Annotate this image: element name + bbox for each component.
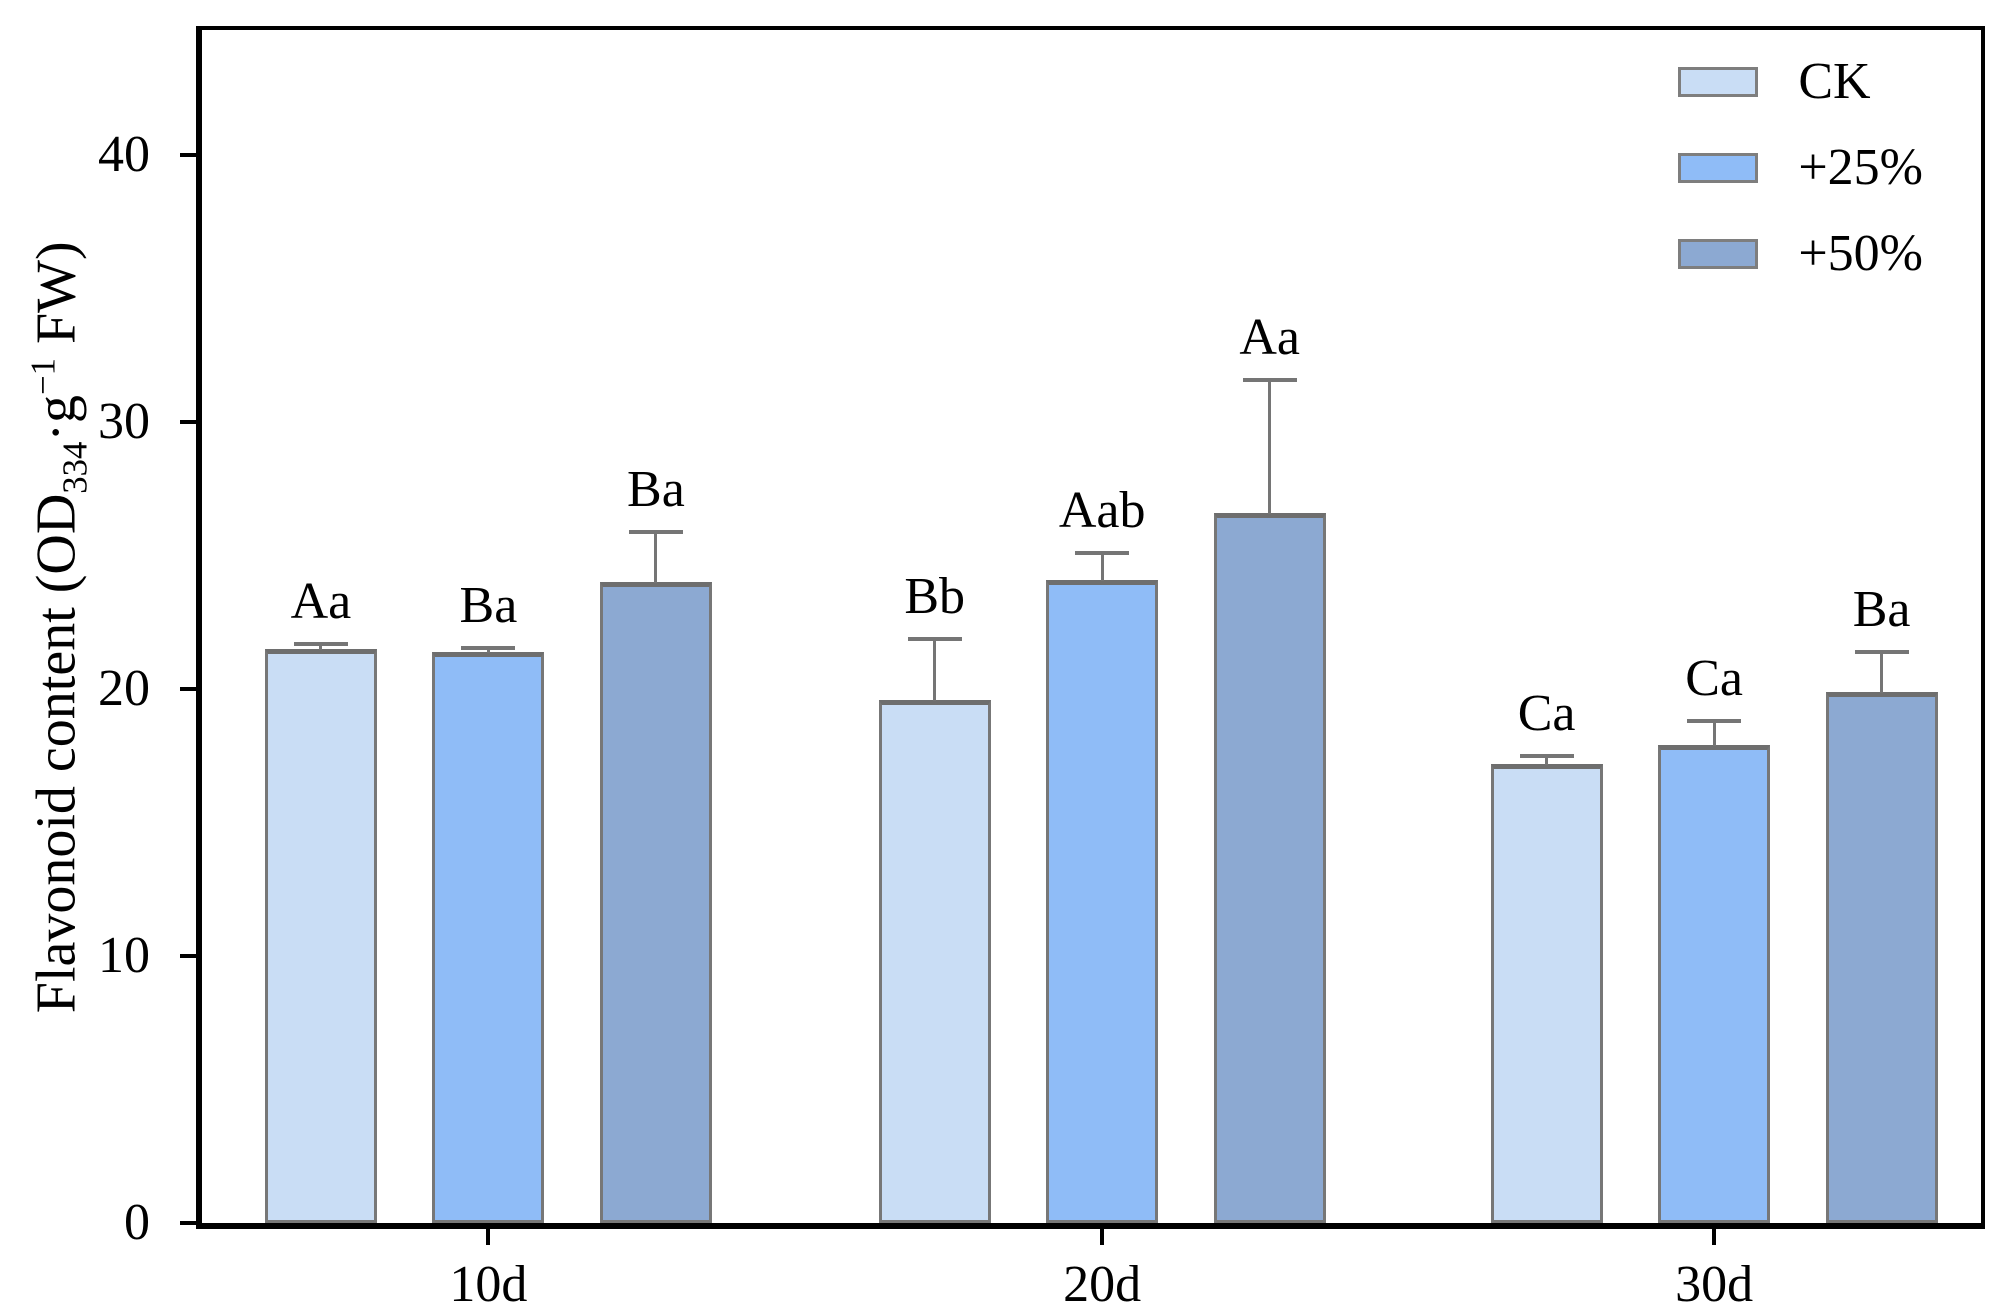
error-bar-stem-+25%-30d [1712, 721, 1716, 747]
y-axis-title-superscript: −1 [23, 358, 63, 396]
error-bar-stem-CK-30d [1545, 755, 1549, 765]
legend-swatch-ck [1678, 67, 1759, 97]
legend-swatch-plus50 [1678, 239, 1759, 269]
y-tick-40 [180, 153, 196, 158]
y-axis-title: Flavonoid content (OD334·g−1 FW) [0, 26, 120, 1229]
x-tick-10d [486, 1229, 491, 1245]
error-bar-cap-+50%-10d [628, 529, 683, 534]
plot-area: Aa Bb Ca Ba Aab Ca Ba Aa Ba CK +25% +50% [196, 26, 1985, 1229]
legend-label-plus50: +50% [1798, 225, 1923, 282]
significance-label-+50%-10d: Ba [627, 460, 685, 518]
significance-label-+25%-10d: Ba [459, 576, 518, 634]
y-tick-label-10: 10 [98, 927, 150, 985]
y-axis-title-text: Flavonoid content (OD334·g−1 FW) [23, 241, 95, 1014]
error-bar-stem-CK-20d [933, 638, 937, 701]
x-category-label-20d: 20d [1063, 1256, 1142, 1313]
error-bar-cap-+25%-10d [461, 645, 516, 650]
x-category-label-30d: 30d [1675, 1256, 1754, 1313]
legend-swatch-plus25 [1678, 153, 1759, 183]
bar-+25%-20d [1046, 579, 1159, 1223]
x-tick-30d [1712, 1229, 1717, 1245]
legend-row-ck: CK [1678, 56, 1923, 108]
legend: CK +25% +50% [1678, 56, 1923, 314]
significance-label-CK-30d: Ca [1517, 684, 1576, 742]
y-tick-20 [180, 687, 196, 692]
y-tick-10 [180, 954, 196, 959]
bar-+50%-30d [1825, 691, 1938, 1223]
significance-label-+25%-30d: Ca [1685, 650, 1744, 708]
bar-CK-10d [264, 649, 377, 1223]
error-bar-cap-+50%-20d [1242, 377, 1297, 382]
error-bar-stem-+50%-20d [1268, 379, 1272, 515]
error-bar-cap-+25%-20d [1075, 551, 1130, 556]
bar-+25%-10d [432, 651, 545, 1223]
bar-+50%-10d [599, 582, 712, 1223]
y-tick-label-0: 0 [124, 1194, 150, 1251]
significance-label-CK-20d: Bb [904, 567, 966, 625]
legend-label-ck: CK [1798, 53, 1871, 110]
y-tick-label-20: 20 [98, 660, 150, 718]
x-tick-20d [1100, 1229, 1105, 1245]
error-bar-cap-CK-10d [293, 641, 348, 646]
error-bar-stem-CK-10d [319, 643, 323, 651]
error-bar-stem-+25%-10d [486, 647, 490, 653]
legend-row-plus25: +25% [1678, 142, 1923, 194]
bar-+50%-20d [1213, 513, 1326, 1223]
bar-CK-30d [1490, 763, 1603, 1223]
legend-row-plus50: +50% [1678, 228, 1923, 280]
y-tick-label-40: 40 [98, 126, 150, 184]
error-bar-cap-CK-30d [1519, 753, 1574, 758]
error-bar-cap-+50%-30d [1854, 649, 1909, 654]
significance-label-+25%-20d: Aab [1058, 482, 1146, 540]
bar-CK-20d [878, 699, 991, 1223]
significance-label-CK-10d: Aa [290, 572, 352, 630]
error-bar-stem-+50%-30d [1880, 651, 1884, 693]
y-tick-30 [180, 420, 196, 425]
error-bar-cap-CK-20d [907, 636, 962, 641]
y-tick-0 [180, 1221, 196, 1225]
error-bar-cap-+25%-30d [1687, 719, 1742, 724]
error-bar-stem-+25%-20d [1100, 553, 1104, 581]
legend-label-plus25: +25% [1798, 139, 1923, 196]
y-axis-title-subscript: 334 [55, 441, 95, 494]
error-bar-stem-+50%-10d [654, 531, 658, 584]
bar-+25%-30d [1658, 745, 1771, 1223]
significance-label-+50%-20d: Aa [1239, 308, 1300, 366]
x-category-label-10d: 10d [449, 1256, 528, 1313]
y-tick-label-30: 30 [98, 393, 150, 451]
significance-label-+50%-30d: Ba [1852, 580, 1911, 638]
